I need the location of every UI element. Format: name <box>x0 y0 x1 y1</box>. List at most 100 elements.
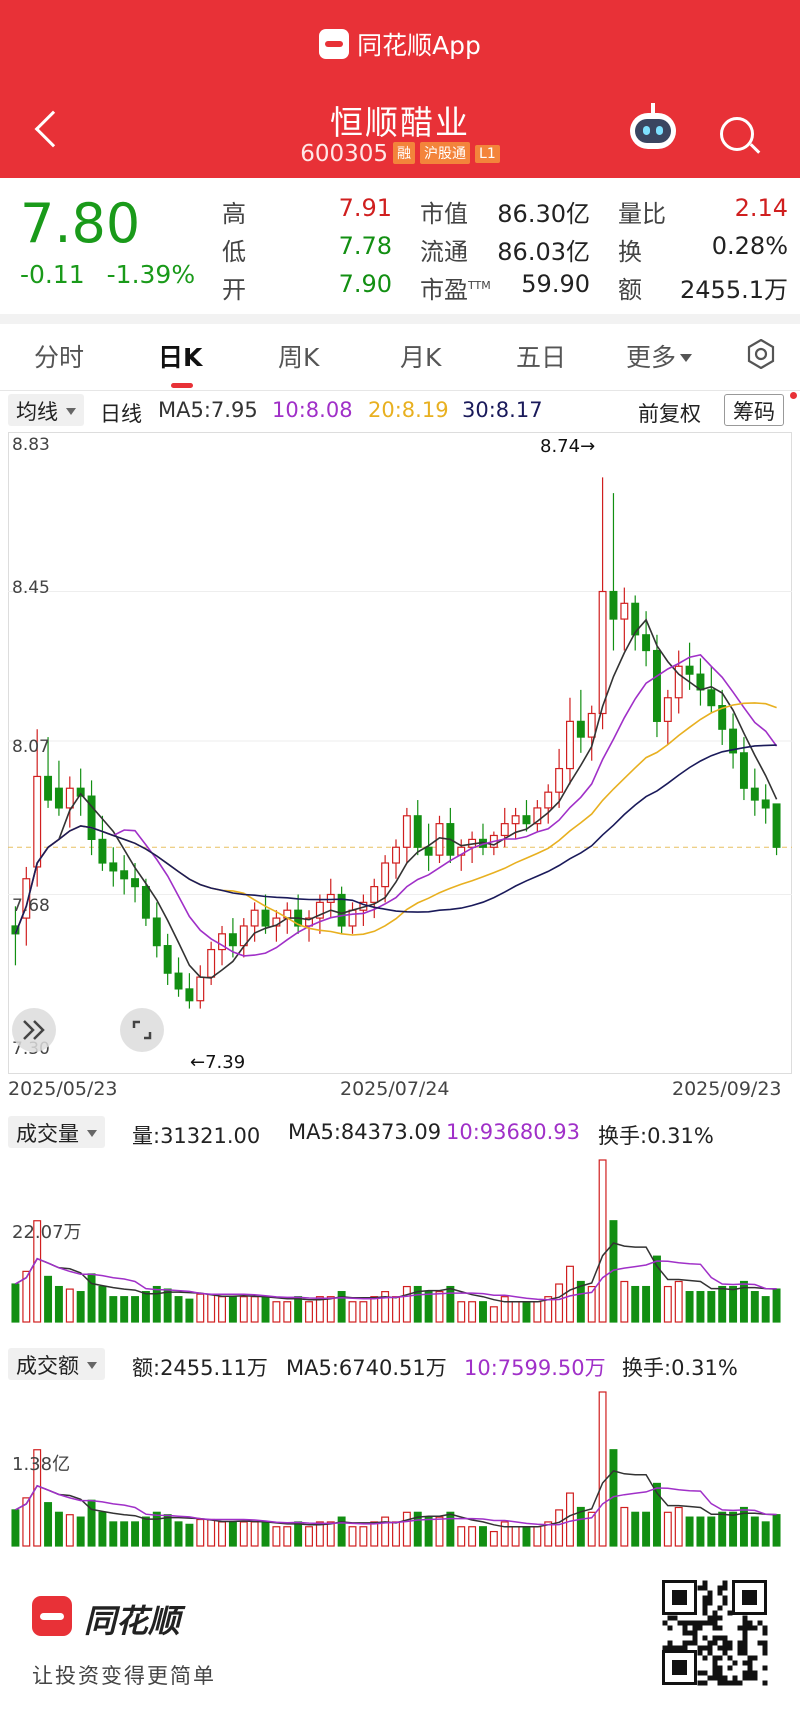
qr-module <box>762 1630 768 1636</box>
qr-module <box>702 1670 708 1676</box>
qr-module <box>762 1650 768 1656</box>
chips-button[interactable]: 筹码 <box>724 394 784 426</box>
candle <box>642 634 651 652</box>
volume-bar <box>435 1516 444 1547</box>
qr-module <box>752 1625 758 1631</box>
qr-module <box>697 1650 703 1656</box>
candle <box>772 803 781 848</box>
volume-bar <box>131 1521 140 1547</box>
volume-bar <box>750 1516 759 1547</box>
volume-bar <box>196 1518 205 1547</box>
volume-bar <box>696 1516 705 1547</box>
search-icon[interactable] <box>720 117 754 151</box>
qr-finder <box>662 1650 697 1685</box>
amount-dropdown[interactable]: 成交额 <box>8 1348 105 1380</box>
qr-module <box>717 1680 723 1686</box>
volume-bar <box>663 1511 672 1547</box>
qr-module <box>677 1645 683 1651</box>
fullscreen-button[interactable] <box>120 1008 164 1052</box>
volume-bar <box>294 1296 303 1323</box>
tab-five-day[interactable]: 五日 <box>516 343 567 372</box>
qr-module <box>697 1620 703 1626</box>
candle <box>761 799 770 809</box>
qr-module <box>692 1625 698 1631</box>
volume-bar <box>76 1291 85 1323</box>
volume-bar <box>489 1530 498 1547</box>
kline-chart[interactable]: 8.83 8.45 8.07 7.68 7.30 8.74→ ←7.39 <box>8 432 792 1074</box>
volume-bar <box>337 1291 346 1323</box>
qr-module <box>687 1620 693 1626</box>
volume-bar <box>11 1283 20 1323</box>
tab-intraday[interactable]: 分时 <box>34 343 85 372</box>
qr-module <box>742 1645 748 1651</box>
change-percent: -1.39% <box>106 260 196 289</box>
active-tab-indicator <box>171 383 193 388</box>
candle <box>152 917 161 947</box>
volume-ma10: 10:93680.93 <box>446 1120 580 1144</box>
volume-bar <box>522 1301 531 1323</box>
volume-bar <box>696 1291 705 1323</box>
qr-module <box>727 1655 733 1661</box>
chevron-down-icon <box>66 408 76 415</box>
qr-module <box>717 1645 723 1651</box>
volume-ratio-value: 2.14 <box>734 194 788 222</box>
tab-monthly-k[interactable]: 月K <box>400 343 442 372</box>
volume-bar <box>98 1511 107 1547</box>
volume-bar <box>587 1511 596 1547</box>
volume-bar <box>174 1296 183 1323</box>
volume-bar <box>544 1296 553 1323</box>
volume-bar <box>674 1280 683 1323</box>
qr-module <box>682 1645 688 1651</box>
amount-turnover: 换手:0.31% <box>622 1356 738 1380</box>
candle <box>707 689 716 707</box>
ma30-value: 30:8.17 <box>462 398 543 422</box>
qr-module <box>717 1615 723 1621</box>
candle <box>533 807 542 825</box>
volume-bar <box>392 1521 400 1547</box>
qr-module <box>712 1655 718 1661</box>
volume-bar <box>109 1296 118 1323</box>
chevron-down-icon <box>680 354 693 362</box>
candle <box>228 933 237 947</box>
candle <box>663 697 672 722</box>
qr-module <box>717 1590 723 1596</box>
candle <box>87 795 96 840</box>
low-label: 低 <box>222 238 246 266</box>
low-value: 7.78 <box>338 232 392 260</box>
float-cap-label: 流通 <box>420 238 468 266</box>
volume-bar <box>381 1516 390 1547</box>
adjust-mode[interactable]: 前复权 <box>638 402 701 426</box>
expand-left-button[interactable] <box>12 1008 56 1052</box>
qr-module <box>717 1655 723 1661</box>
tab-weekly-k[interactable]: 周K <box>278 343 320 372</box>
tab-daily-k[interactable]: 日K <box>158 343 203 372</box>
amount-value: 2455.1万 <box>680 276 788 304</box>
volume-bar <box>718 1285 727 1323</box>
chevron-down-icon <box>87 1362 97 1369</box>
qr-module <box>707 1600 713 1606</box>
tab-more[interactable]: 更多 <box>626 338 693 374</box>
market-cap-value: 86.30亿 <box>497 200 590 228</box>
qr-module <box>727 1640 733 1646</box>
volume-bar <box>739 1506 748 1547</box>
qr-module <box>717 1670 723 1676</box>
turnover-value: 0.28% <box>711 232 788 260</box>
brand-name: 同花顺App <box>357 31 481 60</box>
qr-module <box>692 1630 698 1636</box>
volume-dropdown[interactable]: 成交量 <box>8 1116 105 1148</box>
footer-slogan: 让投资变得更简单 <box>32 1664 216 1688</box>
qr-module <box>707 1590 713 1596</box>
candle <box>131 878 140 888</box>
settings-icon[interactable] <box>746 339 776 369</box>
volume-bar <box>652 1482 661 1547</box>
qr-module <box>732 1680 738 1686</box>
qr-module <box>712 1620 718 1626</box>
ma-indicator-row: 均线 日线 MA5:7.95 10:8.08 20:8.19 30:8.17 前… <box>0 392 800 428</box>
indicator-dropdown[interactable]: 均线 <box>8 394 84 426</box>
volume-bar <box>283 1301 292 1323</box>
qr-finder-core <box>742 1590 757 1605</box>
volume-axis-label: 22.07万 <box>12 1222 82 1243</box>
robot-assistant-icon[interactable] <box>630 103 676 149</box>
qr-module <box>717 1605 723 1611</box>
volume-bar <box>555 1283 564 1323</box>
